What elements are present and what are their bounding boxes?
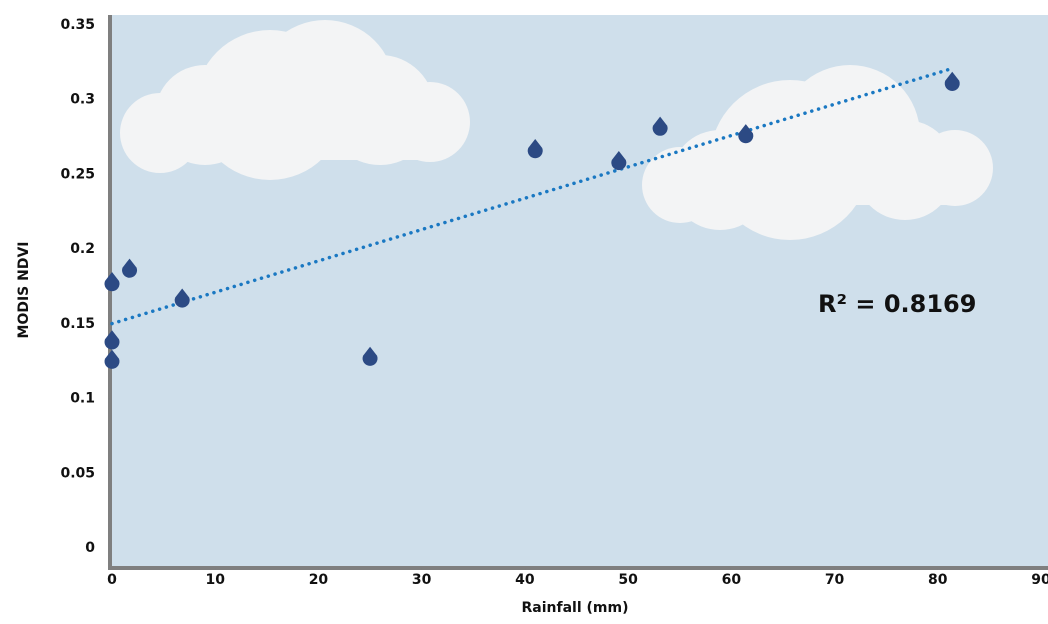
- trendline: [110, 66, 954, 326]
- point: [652, 116, 668, 136]
- point: [362, 346, 378, 366]
- y-tick-label: 0.25: [60, 166, 95, 182]
- point: [104, 272, 120, 292]
- point: [104, 349, 120, 369]
- x-tick-label: 60: [722, 572, 742, 588]
- point: [944, 71, 960, 91]
- point: [611, 150, 627, 171]
- x-tick-label: 10: [205, 572, 225, 588]
- y-tick-label: 0.1: [70, 391, 95, 407]
- y-tick-label: 0.35: [60, 17, 95, 33]
- point: [738, 124, 754, 144]
- point: [122, 258, 138, 278]
- y-tick-label: 0.15: [60, 316, 95, 332]
- x-tick-label: 20: [309, 572, 329, 588]
- x-tick-label: 40: [515, 572, 535, 588]
- y-tick-label: 0.3: [70, 92, 95, 108]
- y-axis-title: MODIS NDVI: [16, 241, 32, 338]
- x-tick-label: 50: [618, 572, 638, 588]
- x-tick-label: 80: [928, 572, 948, 588]
- x-tick-label: 70: [825, 572, 845, 588]
- cloud: [120, 20, 470, 180]
- r-squared: R² = 0.8169: [818, 290, 976, 318]
- x-tick-label: 0: [107, 572, 117, 588]
- point: [527, 139, 543, 159]
- y-tick-label: 0: [85, 540, 95, 556]
- point: [104, 330, 120, 350]
- y-tick-label: 0.05: [60, 465, 95, 481]
- y-tick-label: 0.2: [70, 241, 95, 257]
- x-tick-label: 90: [1031, 572, 1048, 588]
- point: [174, 288, 190, 308]
- x-tick-label: 30: [412, 572, 432, 588]
- cloud: [642, 65, 993, 240]
- x-axis-title: Rainfall (mm): [522, 600, 629, 616]
